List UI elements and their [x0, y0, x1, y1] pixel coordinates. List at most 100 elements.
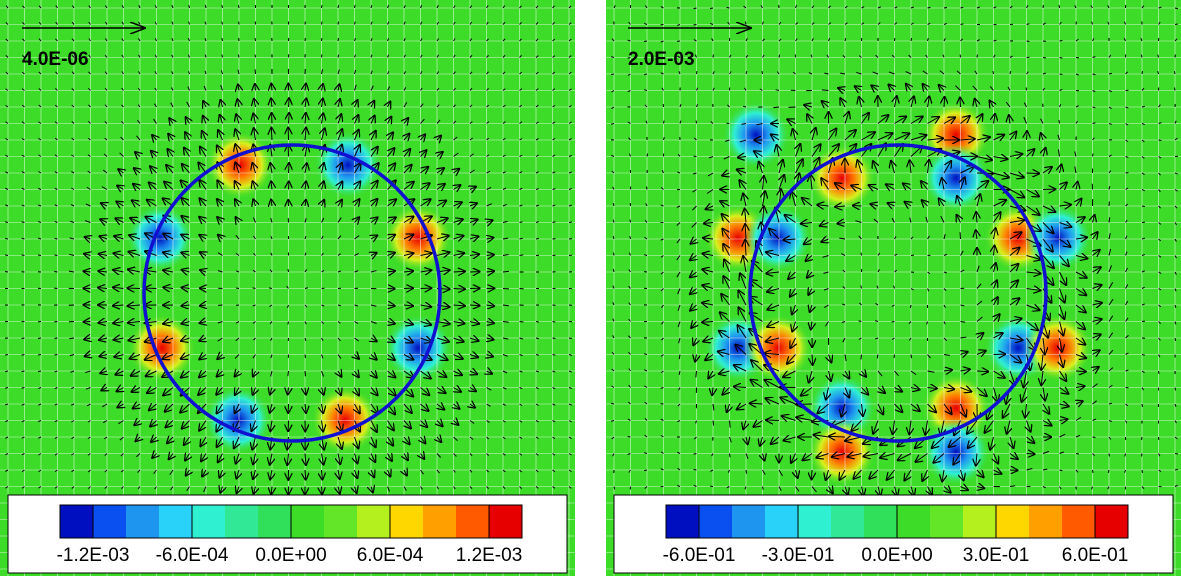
vector — [236, 453, 239, 464]
vector — [128, 322, 141, 323]
vector — [660, 288, 664, 292]
vector — [21, 71, 25, 75]
vector — [855, 220, 862, 223]
vector — [1023, 370, 1026, 387]
vector — [321, 217, 325, 223]
vector — [198, 387, 207, 395]
vector — [321, 21, 323, 25]
vector — [928, 96, 930, 108]
vector — [745, 453, 749, 459]
vector — [695, 370, 697, 378]
vector — [270, 252, 273, 256]
vector — [99, 338, 108, 340]
vector — [237, 54, 240, 58]
vector — [887, 469, 895, 480]
vector — [200, 147, 206, 157]
vector — [149, 182, 157, 189]
vector — [1174, 7, 1179, 10]
vector — [388, 253, 395, 256]
vector — [691, 222, 697, 228]
vector — [55, 71, 58, 75]
vector — [54, 137, 58, 141]
vector — [453, 371, 463, 375]
vector — [38, 171, 42, 174]
vector — [502, 88, 506, 91]
vector — [454, 388, 461, 392]
vector — [861, 22, 865, 25]
vector — [1174, 23, 1179, 25]
vector — [436, 453, 441, 458]
vector — [421, 134, 426, 140]
vector — [5, 104, 9, 108]
vector — [742, 105, 747, 108]
vector — [98, 322, 108, 323]
vector — [778, 486, 782, 491]
vector — [486, 21, 489, 25]
vector — [660, 387, 664, 389]
vector — [486, 387, 492, 391]
panel: 2.0E-03-6.0E-01 -3.0E-01 0.0E+00 3.0E-01 6.0… — [606, 0, 1181, 576]
vector — [470, 187, 476, 190]
vector — [404, 437, 410, 444]
vector — [253, 371, 256, 377]
vector — [943, 38, 946, 42]
vector — [860, 252, 862, 256]
vector — [88, 38, 91, 42]
vector — [37, 337, 42, 340]
vector — [436, 388, 446, 394]
vector — [453, 253, 465, 255]
vector — [844, 5, 848, 9]
vector — [354, 321, 359, 324]
vector — [354, 270, 359, 273]
colorbar-tick-label: -3.0E-01 — [762, 545, 835, 566]
vector — [436, 5, 439, 9]
vector — [169, 118, 173, 123]
vector — [38, 71, 42, 75]
vector — [152, 135, 156, 140]
vector — [993, 200, 1007, 206]
vector — [927, 370, 935, 373]
vector — [71, 436, 75, 440]
vector — [235, 403, 239, 413]
vector — [894, 370, 899, 376]
vector — [437, 437, 441, 442]
vector — [1009, 5, 1013, 9]
vector — [502, 453, 506, 456]
vector — [217, 403, 223, 413]
vector — [519, 354, 523, 357]
vector — [875, 302, 879, 306]
vector — [693, 7, 697, 10]
vector — [692, 205, 697, 211]
vector — [953, 453, 961, 465]
vector — [644, 22, 648, 25]
vector — [38, 21, 42, 25]
vector — [535, 420, 539, 423]
vector — [1174, 468, 1179, 471]
vector — [4, 370, 9, 373]
colorbar-cell — [357, 505, 391, 538]
vector — [960, 304, 965, 307]
colorbar-cell — [390, 505, 424, 538]
vector — [858, 235, 862, 240]
vector — [129, 252, 141, 256]
vector — [337, 4, 340, 9]
vector — [994, 280, 997, 289]
vector — [403, 71, 406, 75]
vector — [436, 469, 440, 474]
vector — [743, 256, 746, 273]
vector — [371, 436, 376, 447]
vector — [486, 87, 489, 91]
vector — [810, 305, 812, 312]
vector — [104, 38, 108, 42]
vector — [738, 157, 747, 158]
vector — [844, 37, 847, 42]
vector — [766, 252, 780, 255]
vector — [88, 104, 91, 108]
vector — [835, 183, 846, 189]
vector — [469, 305, 480, 306]
vector — [1026, 468, 1033, 471]
vector — [203, 486, 207, 493]
vector — [702, 269, 714, 272]
vector — [568, 187, 572, 190]
vector — [933, 453, 945, 463]
